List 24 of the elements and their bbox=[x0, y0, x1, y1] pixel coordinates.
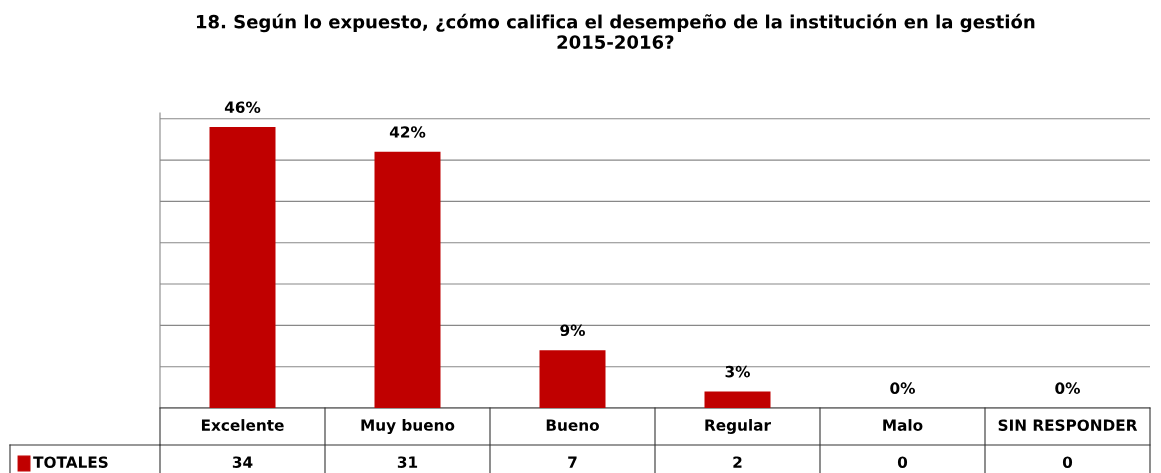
annotation: 0% bbox=[1055, 382, 1080, 394]
data-label: 34 bbox=[232, 456, 253, 468]
x-tick-label: Muy bueno bbox=[361, 419, 455, 434]
data-label: 0 bbox=[1062, 456, 1073, 468]
annotation: 46% bbox=[224, 101, 261, 113]
annotation: 42% bbox=[389, 126, 426, 138]
x-tick-label: Malo bbox=[883, 419, 923, 431]
bar bbox=[539, 350, 606, 408]
x-tick-label: Regular bbox=[705, 419, 771, 434]
data-label: 2 bbox=[733, 456, 742, 468]
data-label: 31 bbox=[397, 456, 418, 468]
x-tick-label: Excelente bbox=[201, 419, 284, 431]
x-tick-label: Bueno bbox=[546, 419, 599, 431]
legend-label: TOTALES bbox=[33, 456, 108, 468]
data-label: 0 bbox=[897, 456, 908, 468]
bar bbox=[209, 127, 276, 408]
x-tick-label: SIN RESPONDER bbox=[998, 419, 1138, 431]
chart-title: 18. Según lo expuesto, ¿cómo califica el desempeño de la institución en la gestión 2015-2016? bbox=[196, 13, 1035, 49]
data-label: 7 bbox=[568, 456, 577, 468]
annotation: 9% bbox=[560, 324, 585, 337]
annotation: 3% bbox=[725, 365, 750, 378]
bar bbox=[374, 151, 441, 408]
bar bbox=[704, 391, 771, 408]
annotation: 0% bbox=[890, 382, 915, 394]
